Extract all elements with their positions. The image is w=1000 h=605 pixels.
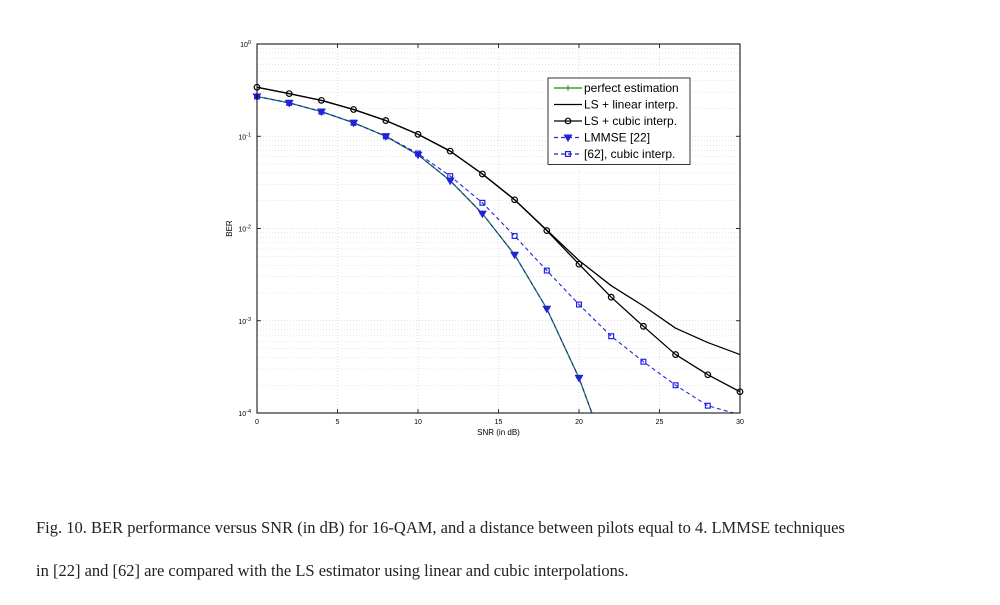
x-tick-label: 5: [336, 419, 340, 426]
series-5: [254, 93, 734, 414]
data-point: [318, 108, 325, 115]
x-tick-label: 20: [575, 419, 583, 426]
data-point: [382, 133, 389, 140]
axis-ticks: 0 5 10 15 20 25 30 100 10-1 10-2 10-3 10-4: [238, 40, 744, 426]
data-point: [415, 150, 422, 157]
x-tick-label: 15: [495, 419, 503, 426]
data-point: [574, 374, 584, 383]
legend: perfect estimation LS + linear interp. LS …: [547, 77, 691, 165]
x-tick-label: 0: [255, 419, 259, 426]
series-line: [256, 86, 741, 393]
data-point: [511, 196, 518, 204]
legend-marker: [564, 151, 571, 158]
legend-marker: [565, 85, 571, 91]
data-point: [575, 301, 582, 308]
legend-label: perfect estimation: [584, 81, 679, 95]
legend-label: LS + cubic interp.: [584, 114, 677, 128]
x-tick-label: 10: [414, 419, 422, 426]
legend-label: LS + linear interp.: [584, 98, 678, 112]
data-point: [511, 232, 518, 239]
data-point: [640, 322, 647, 330]
data-point: [575, 260, 583, 268]
data-point: [479, 199, 486, 206]
series-line: [256, 95, 734, 414]
x-axis-label: SNR (in dB): [477, 428, 520, 437]
data-point: [414, 130, 422, 138]
x-tick-label: 25: [656, 419, 664, 426]
data-point: [672, 351, 679, 358]
data-point: [543, 227, 551, 234]
data-point: [477, 210, 487, 219]
data-point: [607, 293, 615, 301]
x-tick-label: 30: [736, 419, 744, 426]
data-point: [446, 147, 454, 155]
data-point: [479, 170, 486, 178]
figure-caption-line-2: in [22] and [62] are compared with the L…: [36, 561, 629, 580]
data-point: [318, 96, 325, 104]
y-tick-label: 100: [240, 40, 251, 49]
series-1: [254, 93, 593, 414]
data-point: [672, 382, 679, 389]
data-point: [704, 402, 711, 409]
data-point: [640, 358, 647, 365]
legend-label: LMMSE [22]: [584, 131, 650, 145]
y-axis-label: BER: [225, 220, 234, 237]
series-line: [256, 95, 593, 414]
ber-chart: 0 5 10 15 20 25 30 100 10-1 10-2 10-3 10-4 SNR (in …: [225, 40, 744, 437]
data-point: [704, 371, 712, 379]
series-layer: [252, 83, 744, 414]
data-point: [447, 173, 454, 180]
legend-marker: [564, 117, 572, 125]
data-point: [285, 90, 293, 97]
series-4: [252, 93, 593, 414]
data-point: [543, 267, 550, 274]
data-point: [350, 106, 358, 113]
y-tick-label: 10-2: [238, 225, 251, 234]
data-point: [510, 251, 520, 260]
legend-label: [62], cubic interp.: [584, 147, 675, 161]
data-point: [608, 333, 615, 340]
figure-caption-line-1: Fig. 10. BER performance versus SNR (in …: [36, 518, 845, 537]
legend-marker: [563, 134, 573, 143]
data-point: [286, 99, 293, 106]
series-line: [256, 95, 593, 414]
y-tick-label: 10-3: [238, 317, 251, 326]
y-tick-label: 10-4: [238, 409, 251, 418]
data-point: [382, 117, 390, 124]
data-point: [350, 119, 357, 126]
y-tick-label: 10-1: [238, 132, 251, 141]
data-point: [542, 305, 552, 314]
